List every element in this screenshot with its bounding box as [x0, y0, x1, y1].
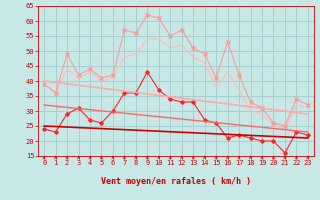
- X-axis label: Vent moyen/en rafales ( km/h ): Vent moyen/en rafales ( km/h ): [101, 177, 251, 186]
